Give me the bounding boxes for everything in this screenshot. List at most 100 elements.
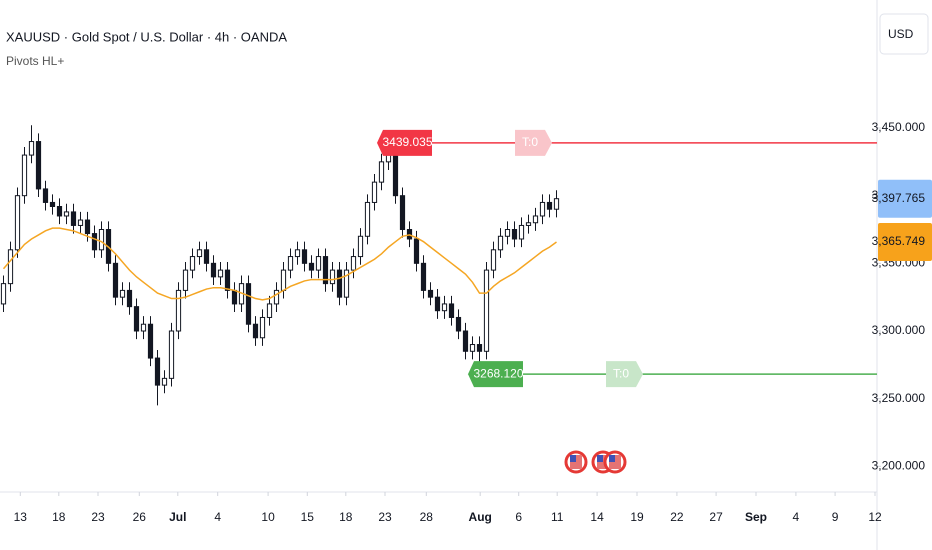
ma-price-tag: [878, 223, 932, 262]
x-tick-label: Aug: [469, 510, 492, 524]
candle-body: [553, 198, 560, 210]
candle-body: [350, 256, 357, 271]
candle-body: [245, 283, 252, 325]
candle-body: [42, 188, 49, 203]
candle-body: [357, 235, 364, 258]
x-tick-label: 14: [590, 510, 604, 524]
ma-price-tag-label: 3,365.749: [872, 234, 926, 248]
candle-body: [252, 323, 259, 339]
x-tick-label: 27: [709, 510, 723, 524]
chart-title: XAUUSD · Gold Spot / U.S. Dollar · 4h · …: [6, 29, 287, 44]
candle-body: [280, 269, 287, 291]
candle-body: [546, 201, 553, 210]
pivot-label-box: [468, 361, 523, 388]
candle-body: [476, 344, 483, 352]
x-tick-label: 23: [91, 510, 105, 524]
x-tick-label: 4: [793, 510, 800, 524]
candle-body: [518, 224, 525, 240]
x-tick-label: 12: [868, 510, 882, 524]
x-tick-label: 18: [339, 510, 353, 524]
x-tick-label: Jul: [169, 510, 186, 524]
candle-body: [189, 256, 196, 271]
candle-body: [133, 306, 140, 332]
candle-body: [371, 181, 378, 203]
candle-body: [525, 222, 532, 226]
candle-body: [231, 289, 238, 305]
candle-body: [140, 323, 147, 332]
x-tick-label: 9: [832, 510, 839, 524]
indicator-name: Pivots HL+: [6, 54, 64, 68]
candle-body: [329, 269, 336, 285]
candle-body: [91, 233, 98, 251]
candle-body: [378, 161, 385, 183]
last-price-tag: [878, 179, 932, 218]
candle-body: [56, 206, 63, 217]
candle-body: [287, 256, 294, 271]
candle-body: [532, 215, 539, 224]
currency-label: USD: [888, 27, 914, 41]
candle-body: [259, 316, 266, 339]
candle-body: [490, 249, 497, 271]
candle-body: [203, 249, 210, 264]
candle-body: [322, 256, 329, 285]
x-tick-label: 22: [670, 510, 684, 524]
candle-body: [28, 141, 35, 156]
x-tick-label: 11: [551, 510, 564, 524]
candle-body: [308, 262, 315, 271]
event-flag[interactable]: [564, 450, 588, 474]
candle-body: [441, 303, 448, 312]
candle-body: [49, 201, 56, 208]
candle-body: [126, 289, 133, 308]
candle-body: [210, 262, 217, 278]
moving-average: [2, 227, 557, 301]
candle-body: [385, 154, 392, 163]
x-tick-label: 15: [301, 510, 315, 524]
candle-body: [266, 303, 273, 318]
candle-body: [462, 330, 469, 352]
candle-body: [427, 289, 434, 298]
candle-body: [182, 269, 189, 291]
candle-body: [483, 269, 490, 352]
candle-body: [413, 238, 420, 264]
candle-body: [315, 256, 322, 271]
candle-body: [294, 249, 301, 258]
candle-body: [392, 154, 399, 197]
candle-body: [77, 219, 84, 226]
x-tick-label: Sep: [745, 510, 767, 524]
candle-body: [161, 377, 168, 386]
candle-body: [0, 283, 7, 305]
pivot-tag-box: [606, 361, 643, 388]
x-tick-label: 19: [630, 510, 644, 524]
candle-body: [147, 323, 154, 359]
candle-body: [119, 289, 126, 298]
candle-body: [196, 249, 203, 258]
event-flag[interactable]: [603, 450, 627, 474]
y-tick-label: 3,450.000: [872, 120, 926, 134]
y-tick-label: 3,200.000: [872, 458, 926, 472]
candle-body: [154, 357, 161, 386]
candle-body: [301, 249, 308, 264]
candle-body: [7, 249, 14, 285]
candle-body: [224, 269, 231, 291]
x-tick-label: 6: [515, 510, 522, 524]
candle-body: [98, 229, 105, 251]
candle-body: [70, 211, 77, 226]
candle-body: [469, 344, 476, 352]
pivot-tag: T:0: [522, 135, 538, 149]
last-price-tag-label: 3,397.765: [872, 191, 926, 205]
candle-body: [175, 289, 182, 332]
candle-body: [448, 303, 455, 318]
event-flags: [564, 450, 627, 474]
candle-body: [455, 316, 462, 332]
candle-body: [14, 195, 21, 251]
candle-body: [21, 154, 28, 197]
currency-button[interactable]: [879, 13, 929, 55]
candle-body: [511, 229, 518, 240]
candle-body: [434, 296, 441, 312]
candle-body: [399, 195, 406, 231]
x-tick-label: 26: [133, 510, 147, 524]
candle-body: [504, 229, 511, 237]
x-tick-label: 4: [214, 510, 221, 524]
candle-body: [63, 211, 70, 217]
